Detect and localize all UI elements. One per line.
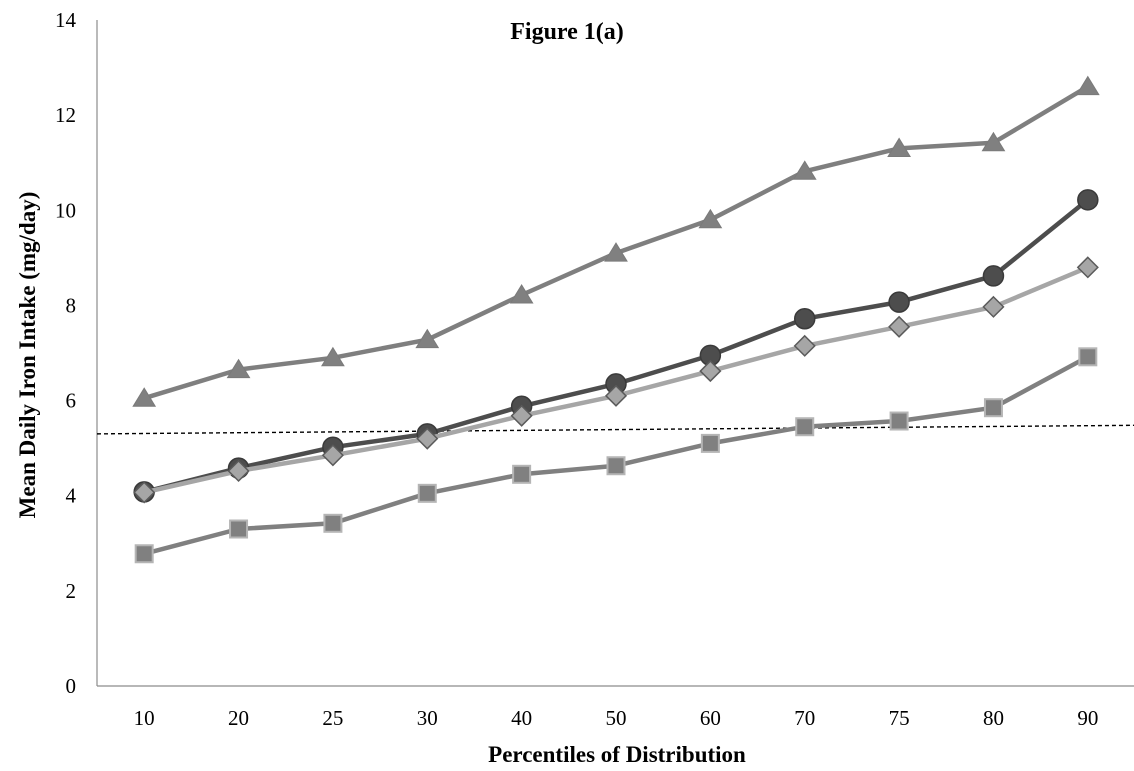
- data-point-diamond: [604, 384, 628, 407]
- data-point-diamond: [416, 427, 439, 450]
- data-point-square: [417, 483, 437, 503]
- data-point-triangle: [1075, 75, 1100, 96]
- data-point-circle: [888, 291, 910, 313]
- data-point-triangle: [604, 242, 628, 262]
- x-tick-labels: 10 20 25 30 40 50 60 70 75 80 90: [134, 706, 1099, 730]
- chart-title: Figure 1(a): [510, 19, 624, 45]
- data-point-diamond: [133, 481, 156, 504]
- x-tick-label: 50: [606, 706, 627, 730]
- data-point-diamond: [793, 334, 816, 357]
- series-diamond: [133, 256, 1099, 504]
- data-point-triangle: [321, 346, 345, 367]
- data-point-triangle: [981, 131, 1006, 152]
- y-tick-label: 12: [55, 103, 76, 127]
- y-axis-title: Mean Daily Iron Intake (mg/day): [15, 192, 40, 519]
- data-point-triangle: [415, 328, 440, 349]
- data-point-square: [134, 544, 154, 564]
- data-point-square: [606, 456, 626, 476]
- data-point-diamond: [982, 295, 1005, 318]
- y-tick-label: 6: [66, 389, 77, 413]
- series-layer: [132, 75, 1100, 564]
- data-point-triangle: [792, 160, 817, 180]
- data-point-square: [795, 417, 815, 437]
- x-tick-label: 80: [983, 706, 1004, 730]
- reference-line: [96, 424, 1134, 435]
- series-circle: [133, 189, 1099, 503]
- data-point-diamond: [321, 444, 344, 467]
- x-tick-label: 20: [228, 706, 249, 730]
- data-point-square: [889, 411, 909, 431]
- data-point-circle: [1077, 189, 1099, 211]
- data-point-triangle: [226, 358, 251, 379]
- y-tick-label: 0: [66, 674, 77, 698]
- data-point-triangle: [887, 137, 911, 157]
- data-point-diamond: [510, 404, 533, 427]
- x-tick-label: 70: [794, 706, 815, 730]
- data-point-triangle: [509, 284, 534, 304]
- data-point-circle: [982, 265, 1005, 287]
- y-tick-label: 14: [55, 8, 77, 32]
- y-tick-label: 10: [55, 198, 76, 222]
- data-point-circle: [793, 307, 816, 330]
- x-tick-label: 75: [889, 706, 910, 730]
- data-point-diamond: [699, 360, 722, 383]
- data-point-diamond: [888, 315, 911, 338]
- y-tick-label: 4: [66, 484, 77, 508]
- y-tick-label: 2: [66, 579, 77, 603]
- data-point-square: [700, 433, 720, 453]
- x-axis-title: Percentiles of Distribution: [488, 742, 746, 767]
- x-tick-label: 40: [511, 706, 532, 730]
- y-tick-label: 8: [66, 293, 77, 317]
- x-tick-label: 10: [134, 706, 155, 730]
- series-square: [134, 347, 1098, 564]
- data-point-triangle: [132, 387, 157, 407]
- data-point-diamond: [227, 459, 250, 483]
- series-triangle: [132, 75, 1100, 407]
- x-tick-label: 25: [322, 706, 343, 730]
- x-tick-label: 30: [417, 706, 438, 730]
- x-tick-label: 60: [700, 706, 721, 730]
- y-tick-labels: 0 2 4 6 8 10 12 14: [55, 8, 77, 698]
- data-point-square: [229, 519, 249, 539]
- data-point-square: [323, 513, 343, 533]
- reference-line-group: [96, 424, 1134, 435]
- x-tick-label: 90: [1077, 706, 1098, 730]
- data-point-square: [983, 398, 1003, 418]
- data-point-square: [1078, 347, 1098, 367]
- data-point-square: [512, 464, 532, 484]
- data-point-diamond: [1076, 256, 1099, 279]
- data-point-triangle: [698, 208, 723, 229]
